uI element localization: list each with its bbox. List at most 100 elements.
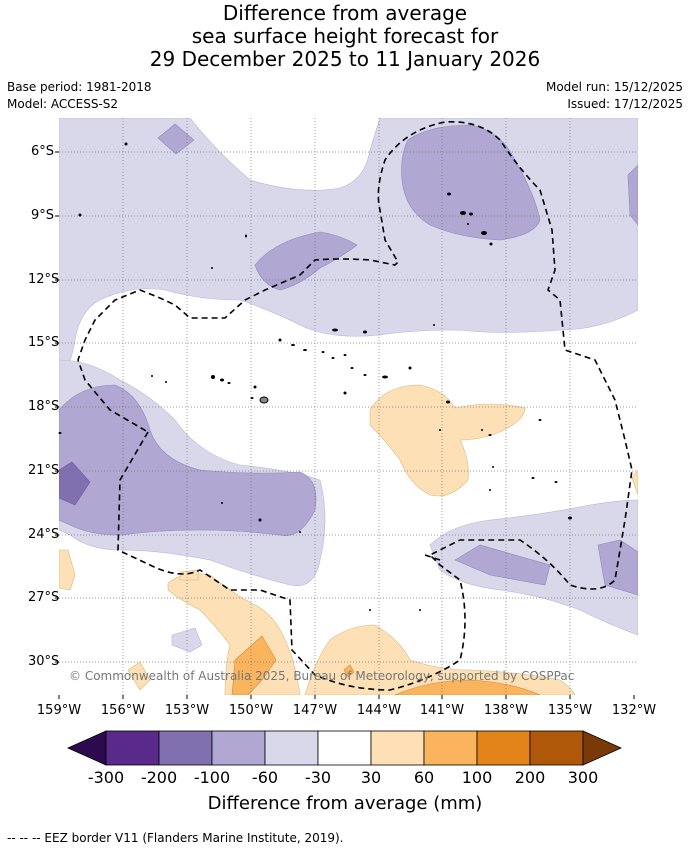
island xyxy=(350,367,354,369)
anomaly-area-mid-nw xyxy=(157,123,195,155)
colorbar-tick-label: 300 xyxy=(567,768,599,787)
lon-label: 150°W xyxy=(228,703,274,718)
island xyxy=(332,328,338,332)
copyright-notice: © Commonwealth of Australia 2025, Bureau… xyxy=(69,669,575,683)
island xyxy=(299,531,301,533)
map-title: Difference from average sea surface heig… xyxy=(0,2,690,71)
colorbar-bin xyxy=(529,730,584,766)
island xyxy=(258,518,262,522)
lat-label: 15°S xyxy=(28,335,60,350)
island xyxy=(227,382,231,384)
issued-date: Issued: 17/12/2025 xyxy=(567,97,683,111)
island xyxy=(488,434,492,436)
lon-label: 135°W xyxy=(547,703,593,718)
island xyxy=(489,489,491,491)
anomaly-area-mid-se2 xyxy=(597,539,638,596)
island xyxy=(460,211,466,215)
lon-label: 156°W xyxy=(100,703,146,718)
island xyxy=(419,609,421,611)
island xyxy=(568,516,572,520)
island xyxy=(321,351,325,353)
island xyxy=(467,223,469,225)
anomaly-area-mid-ne xyxy=(401,124,541,241)
island xyxy=(291,344,295,346)
lon-label: 132°W xyxy=(611,703,657,718)
island xyxy=(481,429,483,431)
island xyxy=(343,391,347,395)
colorbar xyxy=(67,730,622,766)
island xyxy=(469,212,473,216)
lat-label: 18°S xyxy=(28,399,60,414)
meta-right: Model run: 15/12/2025 Issued: 17/12/2025 xyxy=(546,79,683,113)
colorbar-tick-label: -100 xyxy=(193,768,231,787)
anomaly-area-mid-east xyxy=(627,164,638,226)
model-name: Model: ACCESS-S2 xyxy=(7,97,119,111)
island xyxy=(278,338,282,342)
lon-label: 147°W xyxy=(292,703,338,718)
lat-label: 12°S xyxy=(28,272,60,287)
lat-label: 9°S xyxy=(30,208,54,223)
base-period: Base period: 1981-2018 xyxy=(7,80,152,94)
island xyxy=(408,366,412,370)
anomaly-area-dark-west xyxy=(59,461,91,506)
anomaly-area-orange-south2 xyxy=(304,624,576,695)
island xyxy=(343,354,347,356)
lon-label: 159°W xyxy=(36,703,82,718)
model-run: Model run: 15/12/2025 xyxy=(545,80,683,94)
title-line-2: sea surface height forecast for xyxy=(191,24,499,48)
title-line-1: Difference from average xyxy=(222,1,468,25)
eez-border-south xyxy=(424,554,441,561)
island xyxy=(363,330,367,334)
colorbar-tick-label: 60 xyxy=(413,768,435,787)
island xyxy=(492,466,494,468)
island xyxy=(253,385,257,389)
gridlines xyxy=(59,118,638,695)
lon-label: 153°W xyxy=(164,703,210,718)
lon-label: 138°W xyxy=(483,703,529,718)
island xyxy=(331,357,335,359)
lat-label: 6°S xyxy=(30,144,54,159)
colorbar-bin xyxy=(264,730,319,766)
island xyxy=(447,192,451,196)
colorbar-bin xyxy=(158,730,213,766)
lat-label: 24°S xyxy=(28,527,60,542)
anomaly-area-orange-west xyxy=(59,549,76,591)
island xyxy=(446,400,450,404)
map-field xyxy=(59,118,638,695)
island xyxy=(489,242,493,246)
island xyxy=(531,477,535,479)
anomaly-area-mid-north xyxy=(254,231,358,291)
eez-borders xyxy=(77,121,633,691)
eez-footnote: -- -- -- EEZ border V11 (Flanders Marine… xyxy=(7,831,344,845)
island xyxy=(124,142,128,146)
island xyxy=(363,374,367,376)
lon-label: 144°W xyxy=(356,703,402,718)
colorbar-tick-label: -60 xyxy=(251,768,279,787)
island xyxy=(250,397,254,399)
colorbar-extend-low xyxy=(67,730,107,766)
island xyxy=(220,378,224,382)
island xyxy=(165,381,167,383)
island xyxy=(439,429,441,431)
island xyxy=(78,213,82,217)
colorbar-bin xyxy=(476,730,531,766)
island xyxy=(554,481,558,483)
colorbar-tick-label: -30 xyxy=(304,768,332,787)
island xyxy=(211,267,213,269)
colorbar-bin xyxy=(423,730,478,766)
anomaly-area-orange-center xyxy=(369,384,526,497)
island xyxy=(538,419,542,421)
island xyxy=(481,231,487,235)
lon-label: 141°W xyxy=(419,703,465,718)
lat-label: 27°S xyxy=(28,590,60,605)
colorbar-bin xyxy=(370,730,425,766)
island xyxy=(211,375,215,379)
meta-left: Base period: 1981-2018 Model: ACCESS-S2 xyxy=(7,79,152,113)
island xyxy=(259,396,269,404)
anomaly-area-amber-dot xyxy=(343,664,355,678)
axis-ticks xyxy=(55,151,635,699)
island xyxy=(221,502,223,504)
anomaly-area-orange-west2 xyxy=(127,661,151,691)
island xyxy=(245,234,247,238)
